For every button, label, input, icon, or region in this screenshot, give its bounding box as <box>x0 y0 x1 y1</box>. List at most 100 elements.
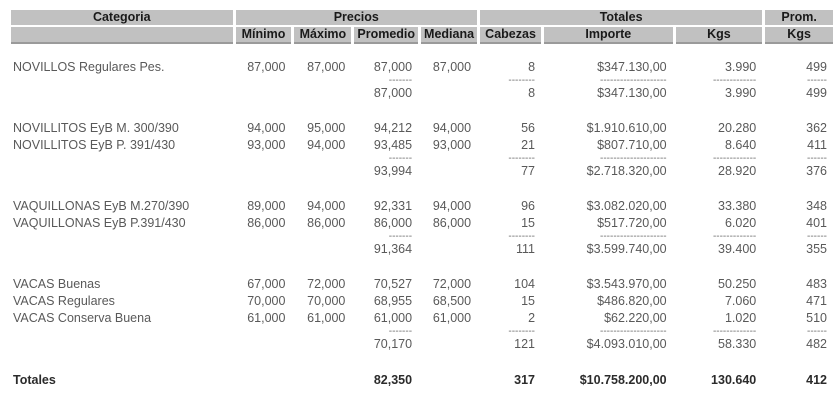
cell-min <box>236 372 292 389</box>
cell-max <box>294 233 351 240</box>
cell-promedio: 70,170 <box>373 337 413 351</box>
header-totales: Totales <box>480 10 763 25</box>
table-body: NOVILLOS Regulares Pes. 87,000 87,000 87,00… <box>11 46 833 389</box>
header-categoria: Categoria <box>11 10 233 25</box>
cell-importe: -------------------- <box>600 328 667 335</box>
cell-cabezas: 104 <box>514 277 536 291</box>
cell-promedio: 82,350 <box>373 373 413 387</box>
cell-max <box>294 77 351 84</box>
cell-category: Totales <box>13 373 56 387</box>
cell-prom_kgs: 362 <box>806 121 827 135</box>
cell-min <box>236 337 292 352</box>
cell-max <box>294 164 351 179</box>
cell-prom_kgs: ------ <box>807 233 827 240</box>
cell-importe: $486.820,00 <box>597 294 667 308</box>
cell-prom_kgs: ------ <box>807 155 827 162</box>
cell-promedio: 87,000 <box>373 86 413 100</box>
cell-cabezas: 15 <box>521 294 536 308</box>
cell-importe: $347.130,00 <box>597 86 667 100</box>
subtotal-row: 93,994 77 $2.718.320,00 28.920 376 <box>11 164 833 179</box>
cell-kgs: 50.250 <box>718 277 757 291</box>
cell-promedio: ------- <box>388 155 413 162</box>
cell-cabezas: -------- <box>508 77 536 84</box>
cell-category: NOVILLOS Regulares Pes. <box>13 60 165 74</box>
spacer-row <box>11 354 833 370</box>
header-prom: Prom. <box>765 10 833 25</box>
cell-prom_kgs: 376 <box>806 164 827 178</box>
cell-category: VACAS Conserva Buena <box>13 311 152 325</box>
cell-promedio: 86,000 <box>373 216 413 230</box>
cell-category <box>11 233 233 240</box>
cell-kgs: 58.330 <box>718 337 757 351</box>
subtotal-row: 87,000 8 $347.130,00 3.990 499 <box>11 86 833 101</box>
cell-promedio: 68,955 <box>373 294 413 308</box>
cell-max <box>294 242 351 257</box>
cell-category <box>11 242 233 257</box>
cell-min <box>236 77 292 84</box>
header-cabezas: Cabezas <box>480 27 542 44</box>
dashes-row: ------- -------- -------------------- -----… <box>11 328 833 335</box>
cell-prom_kgs: 348 <box>806 199 827 213</box>
cell-max: 87,000 <box>307 60 346 74</box>
cell-mediana: 86,000 <box>432 216 472 230</box>
cell-importe: $62.220,00 <box>604 311 667 325</box>
cell-max <box>294 337 351 352</box>
cell-mediana <box>421 77 477 84</box>
cell-promedio: 70,527 <box>373 277 413 291</box>
cell-max: 86,000 <box>307 216 346 230</box>
cell-importe: -------------------- <box>600 155 667 162</box>
cell-kgs: ------------- <box>712 155 757 162</box>
cell-importe: $517.720,00 <box>597 216 667 230</box>
totals-row: Totales 82,350 317 $10.758.200,00 130.640 412 <box>11 372 833 389</box>
cell-cabezas: 96 <box>521 199 536 213</box>
cell-category: VACAS Buenas <box>13 277 101 291</box>
dashes-row: ------- -------- -------------------- -----… <box>11 233 833 240</box>
cell-min: 61,000 <box>247 311 286 325</box>
cell-max <box>294 372 351 389</box>
cell-importe: $3.599.740,00 <box>586 242 667 256</box>
header-precios: Precios <box>235 10 478 25</box>
spacer-cell <box>11 46 833 58</box>
livestock-price-report: Categoria Precios Totales Prom. Mínimo M… <box>8 8 836 391</box>
cell-max <box>294 155 351 162</box>
cell-prom_kgs: 411 <box>807 138 827 152</box>
spacer-row <box>11 46 833 58</box>
group-header-row: Categoria Precios Totales Prom. <box>11 10 833 25</box>
cell-mediana: 72,000 <box>432 277 472 291</box>
cell-min: 86,000 <box>247 216 286 230</box>
table-row: VACAS Conserva Buena 61,000 61,000 61,000 61… <box>11 311 833 326</box>
cell-min: 87,000 <box>247 60 286 74</box>
cell-kgs: 28.920 <box>718 164 757 178</box>
cell-category: VAQUILLONAS EyB P.391/430 <box>13 216 186 230</box>
cell-promedio: 92,331 <box>373 199 413 213</box>
cell-promedio: 91,364 <box>373 242 413 256</box>
cell-kgs: 33.380 <box>718 199 757 213</box>
cell-cabezas: 2 <box>528 311 536 325</box>
cell-min: 89,000 <box>247 199 286 213</box>
cell-prom_kgs: 499 <box>806 86 827 100</box>
cell-mediana: 68,500 <box>432 294 472 308</box>
cell-category: NOVILLITOS EyB P. 391/430 <box>13 138 176 152</box>
cell-importe: -------------------- <box>600 233 667 240</box>
cell-max: 94,000 <box>307 199 346 213</box>
subtotal-row: 91,364 111 $3.599.740,00 39.400 355 <box>11 242 833 257</box>
cell-max <box>294 328 351 335</box>
cell-cabezas: 15 <box>521 216 536 230</box>
table-row: VAQUILLONAS EyB P.391/430 86,000 86,000 86,… <box>11 216 833 231</box>
cell-prom_kgs: 499 <box>806 60 827 74</box>
cell-kgs: 130.640 <box>711 373 757 387</box>
cell-max: 70,000 <box>307 294 346 308</box>
cell-kgs: ------------- <box>712 328 757 335</box>
cell-mediana <box>421 337 477 352</box>
cell-max: 95,000 <box>307 121 346 135</box>
cell-importe: $3.543.970,00 <box>586 277 667 291</box>
cell-promedio: ------- <box>388 328 413 335</box>
cell-prom_kgs: 401 <box>806 216 827 230</box>
cell-min <box>236 155 292 162</box>
cell-importe: $10.758.200,00 <box>579 373 667 387</box>
cell-category <box>11 164 233 179</box>
cell-promedio: ------- <box>388 233 413 240</box>
cell-max <box>294 86 351 101</box>
cell-mediana: 93,000 <box>432 138 472 152</box>
cell-category <box>11 328 233 335</box>
